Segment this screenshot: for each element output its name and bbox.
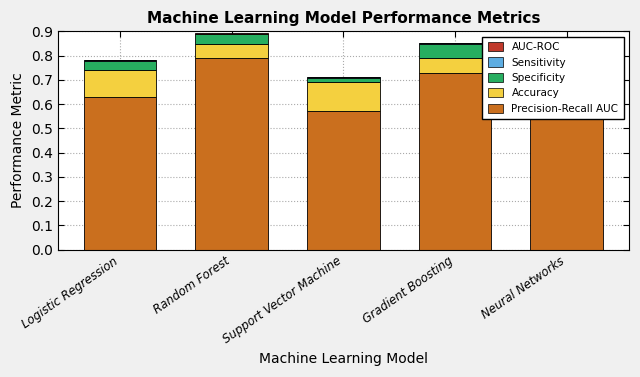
Bar <box>307 78 380 83</box>
Bar <box>84 61 156 70</box>
X-axis label: Machine Learning Model: Machine Learning Model <box>259 352 428 366</box>
Bar <box>195 44 268 58</box>
Y-axis label: Performance Metric: Performance Metric <box>12 73 26 208</box>
Bar <box>84 70 156 97</box>
Bar <box>84 97 156 250</box>
Bar <box>307 83 380 112</box>
Bar <box>195 34 268 44</box>
Bar <box>531 56 603 80</box>
Bar <box>531 53 603 56</box>
Bar <box>195 58 268 250</box>
Title: Machine Learning Model Performance Metrics: Machine Learning Model Performance Metri… <box>147 11 540 26</box>
Bar <box>419 44 492 58</box>
Bar <box>419 73 492 250</box>
Bar <box>531 80 603 250</box>
Bar <box>419 58 492 73</box>
Legend: AUC-ROC, Sensitivity, Specificity, Accuracy, Precision-Recall AUC: AUC-ROC, Sensitivity, Specificity, Accur… <box>483 37 624 119</box>
Bar <box>307 112 380 250</box>
